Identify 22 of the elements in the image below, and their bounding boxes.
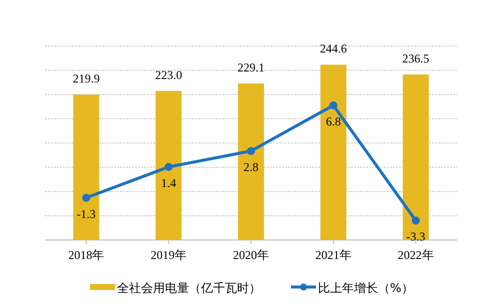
- data-label: 236.5: [402, 51, 430, 66]
- data-label: -1.3: [76, 206, 96, 221]
- legend-label: 比上年增长（%）: [318, 281, 414, 295]
- data-label: 244.6: [320, 42, 347, 56]
- point: [247, 146, 255, 155]
- point: [82, 194, 90, 202]
- legend-label: 全社会用电量（亿千瓦时）: [117, 281, 261, 295]
- x-tick-label: 2021年: [315, 248, 352, 262]
- x-tick-label: 2018年: [68, 248, 104, 262]
- x-tick-label: 2019年: [150, 248, 187, 262]
- data-label: -3.3: [406, 230, 426, 244]
- point: [164, 162, 173, 171]
- data-label: 219.9: [72, 72, 100, 86]
- data-label: 6.8: [326, 114, 341, 128]
- point: [412, 216, 420, 225]
- data-label: 229.1: [238, 60, 264, 74]
- data-label: 2.8: [244, 160, 258, 174]
- point: [329, 101, 338, 110]
- data-label: 223.0: [155, 68, 182, 82]
- data-label: 1.4: [161, 176, 176, 190]
- x-tick-label: 2020年: [233, 248, 269, 262]
- x-tick-label: 2022年: [398, 248, 434, 262]
